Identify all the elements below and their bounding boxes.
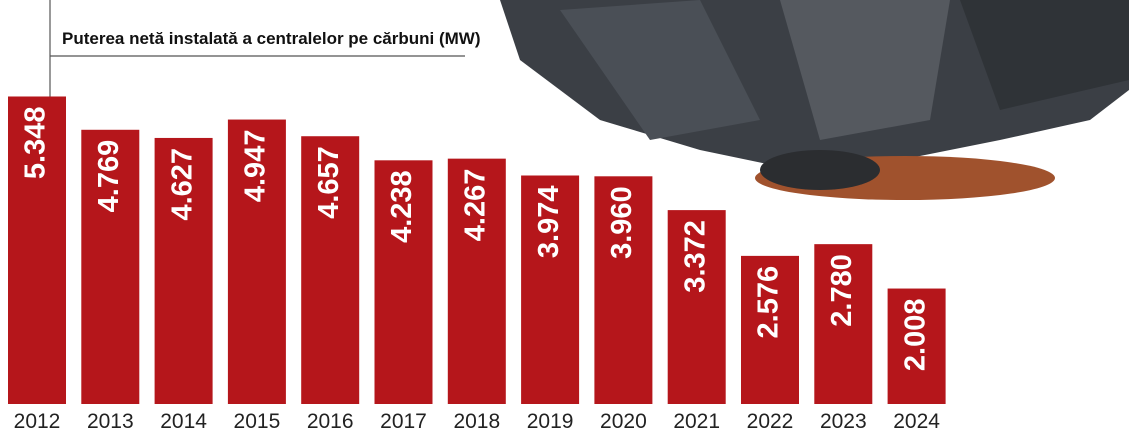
x-tick-label: 2024 <box>893 410 940 433</box>
value-label: 2.576 <box>753 266 785 339</box>
value-label: 3.974 <box>533 185 565 258</box>
x-tick-label: 2017 <box>380 410 427 433</box>
x-tick-label: 2012 <box>14 410 61 433</box>
value-label: 4.267 <box>459 169 491 242</box>
chart: Puterea netă instalată a centralelor pe … <box>0 0 1129 437</box>
chart-title: Puterea netă instalată a centralelor pe … <box>62 29 481 48</box>
value-label: 2.008 <box>899 299 931 372</box>
value-label: 5.348 <box>20 106 52 179</box>
x-tick-label: 2019 <box>527 410 574 433</box>
x-tick-label: 2020 <box>600 410 647 433</box>
value-label: 4.238 <box>386 170 418 243</box>
x-tick-label: 2022 <box>747 410 794 433</box>
page: Puterea netă instalată a centralelor pe … <box>0 0 1129 437</box>
value-label: 4.657 <box>313 146 345 219</box>
value-label: 2.780 <box>826 254 858 327</box>
x-tick-label: 2018 <box>453 410 500 433</box>
x-tick-label: 2015 <box>234 410 281 433</box>
value-label: 4.769 <box>93 140 125 213</box>
x-tick-label: 2014 <box>160 410 207 433</box>
value-label: 3.372 <box>679 220 711 293</box>
value-label: 4.627 <box>166 148 198 221</box>
x-tick-label: 2023 <box>820 410 867 433</box>
x-tick-label: 2016 <box>307 410 354 433</box>
x-tick-label: 2021 <box>673 410 720 433</box>
x-tick-label: 2013 <box>87 410 134 433</box>
coal-illustration <box>500 0 1129 200</box>
value-label: 3.960 <box>606 186 638 259</box>
value-label: 4.947 <box>240 130 272 203</box>
